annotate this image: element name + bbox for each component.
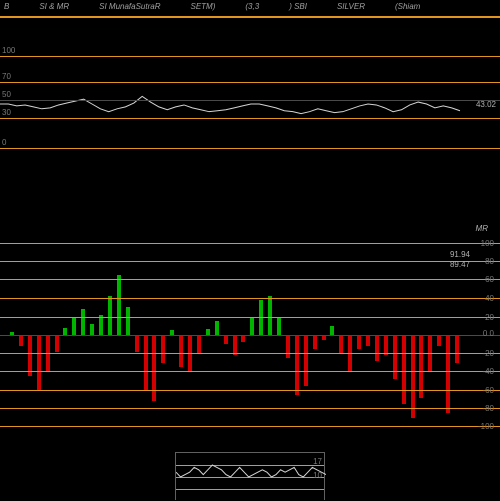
hist-bar bbox=[250, 318, 254, 335]
hist-bar bbox=[197, 335, 201, 353]
header-row: B SI & MR SI MunafaSutraR SETM) (3,3 ) S… bbox=[0, 2, 500, 16]
rsi-gridline bbox=[0, 82, 500, 83]
hist-bar bbox=[161, 335, 165, 363]
hist-axis-label: 80 bbox=[485, 257, 494, 266]
hist-bar bbox=[152, 335, 156, 401]
hist-axis-label: 0 0 bbox=[483, 329, 494, 338]
hist-bar bbox=[126, 307, 130, 335]
rsi-gridline bbox=[0, 100, 500, 101]
hist-bar bbox=[357, 335, 361, 349]
hist-axis-label: 40 bbox=[485, 294, 494, 303]
hist-bar bbox=[455, 335, 459, 363]
hist-bar bbox=[144, 335, 148, 390]
rsi-gridline bbox=[0, 148, 500, 149]
thumbnail-panel: 1710 bbox=[175, 452, 325, 500]
hist-bar bbox=[108, 296, 112, 335]
hist-gridline bbox=[0, 261, 500, 262]
rsi-gridline bbox=[0, 56, 500, 57]
hdr-0: B bbox=[4, 2, 9, 16]
hist-axis-label: -20 bbox=[482, 349, 494, 358]
hist-bar bbox=[411, 335, 415, 418]
rsi-axis-label: 70 bbox=[2, 72, 11, 81]
rsi-current-value: 43.02 bbox=[476, 100, 496, 109]
mr-label: MR bbox=[476, 224, 488, 233]
hist-bar bbox=[277, 317, 281, 335]
hist-bar bbox=[63, 328, 67, 335]
rsi-gridline bbox=[0, 118, 500, 119]
hist-value-label: 91.94 bbox=[450, 250, 470, 259]
hist-bar bbox=[81, 309, 85, 335]
hist-gridline bbox=[0, 390, 500, 391]
hist-gridline bbox=[0, 335, 500, 336]
hdr-4: (3,3 bbox=[245, 2, 259, 16]
hist-bar bbox=[37, 335, 41, 390]
hist-bar bbox=[339, 335, 343, 353]
hist-axis-label: -80 bbox=[482, 404, 494, 413]
hdr-6: SILVER bbox=[337, 2, 365, 16]
hdr-1: SI & MR bbox=[39, 2, 69, 16]
hist-bar bbox=[224, 335, 228, 344]
hist-bar bbox=[286, 335, 290, 358]
hist-bar bbox=[304, 335, 308, 386]
hdr-3: SETM) bbox=[191, 2, 216, 16]
rsi-axis-label: 100 bbox=[2, 46, 15, 55]
hist-bar bbox=[295, 335, 299, 395]
hist-bar bbox=[375, 335, 379, 361]
hist-bar bbox=[241, 335, 245, 342]
hist-bar bbox=[55, 335, 59, 352]
thumb-label: 17 bbox=[313, 457, 322, 466]
hist-bar bbox=[419, 335, 423, 398]
hist-axis-label: -40 bbox=[482, 367, 494, 376]
hist-bar bbox=[90, 324, 94, 335]
hist-bar bbox=[330, 326, 334, 335]
rsi-axis-label: 0 bbox=[2, 138, 6, 147]
hist-axis-label: 20 bbox=[485, 313, 494, 322]
hist-gridline bbox=[0, 279, 500, 280]
hist-axis-label: -100 bbox=[478, 422, 494, 431]
hist-bar bbox=[268, 296, 272, 335]
hist-bar bbox=[72, 318, 76, 335]
hist-axis-label: -60 bbox=[482, 386, 494, 395]
rsi-axis-label: 50 bbox=[2, 90, 11, 99]
hist-gridline bbox=[0, 426, 500, 427]
hdr-2: SI MunafaSutraR bbox=[99, 2, 160, 16]
hist-bar bbox=[437, 335, 441, 346]
rsi-axis-label: 30 bbox=[2, 108, 11, 117]
hist-bar bbox=[135, 335, 139, 352]
hist-gridline bbox=[0, 317, 500, 318]
hist-bar bbox=[402, 335, 406, 404]
hist-bar bbox=[393, 335, 397, 379]
hist-gridline bbox=[0, 371, 500, 372]
hist-bar bbox=[179, 335, 183, 367]
hist-axis-label: 60 bbox=[485, 275, 494, 284]
hist-value-label: 89.47 bbox=[450, 260, 470, 269]
hdr-5: ) SBI bbox=[289, 2, 307, 16]
hdr-7: (Shiam bbox=[395, 2, 420, 16]
thumb-label: 10 bbox=[313, 471, 322, 480]
hist-bar bbox=[19, 335, 23, 346]
hist-bar bbox=[313, 335, 317, 349]
hist-gridline bbox=[0, 408, 500, 409]
hist-gridline bbox=[0, 243, 500, 244]
hist-gridline bbox=[0, 353, 500, 354]
hist-gridline bbox=[0, 298, 500, 299]
hist-axis-label: 100 bbox=[481, 239, 494, 248]
hist-bar bbox=[446, 335, 450, 413]
hist-bar bbox=[366, 335, 370, 346]
hist-bar bbox=[117, 275, 121, 335]
divider bbox=[0, 16, 500, 18]
hist-bar bbox=[215, 321, 219, 335]
rsi-line-chart bbox=[0, 56, 500, 152]
